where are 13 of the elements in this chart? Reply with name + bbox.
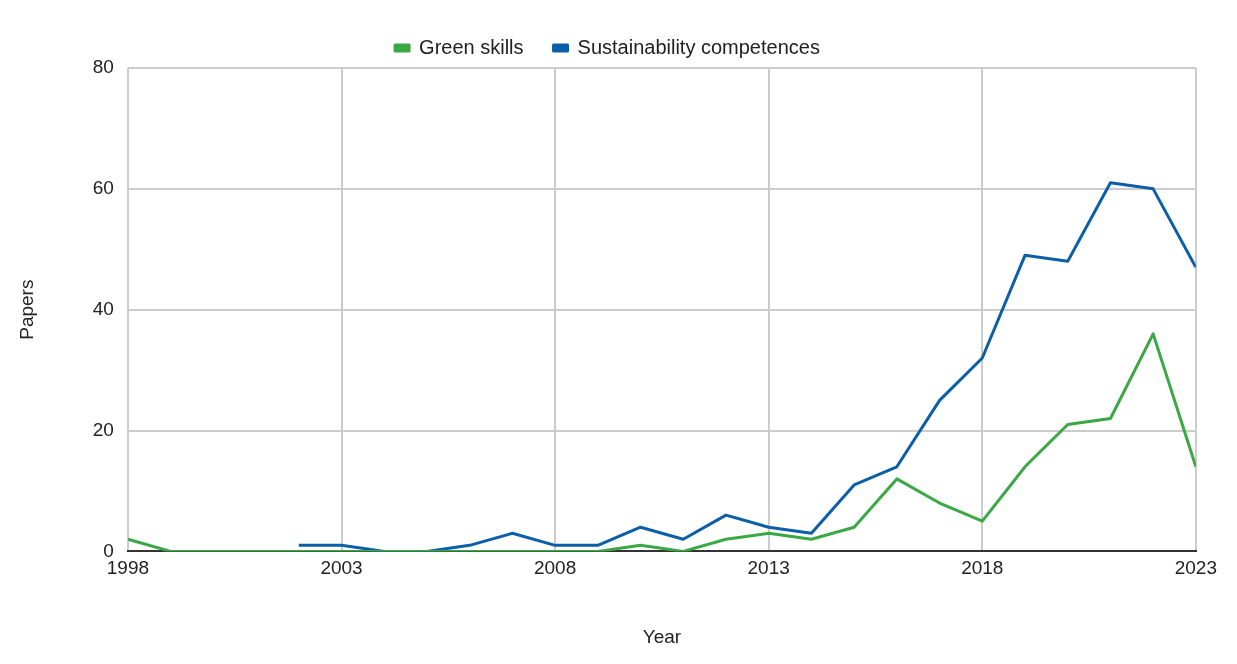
x-tick-label: 2023 — [1174, 557, 1218, 579]
y-tick-label: 60 — [92, 177, 114, 199]
y-tick-label: 40 — [92, 297, 114, 319]
y-axis-title: Papers — [15, 279, 37, 340]
x-axis-title: Year — [642, 625, 682, 647]
x-tick-label: 2018 — [961, 557, 1004, 579]
legend-label: Green skills — [419, 35, 524, 58]
x-tick-label: 2013 — [747, 557, 790, 579]
y-tick-label: 20 — [92, 418, 114, 440]
x-tick-label: 2008 — [533, 557, 577, 579]
y-tick-label: 80 — [92, 56, 114, 78]
x-tick-label: 2003 — [320, 557, 363, 579]
legend-label: Sustainability competences — [577, 35, 820, 58]
